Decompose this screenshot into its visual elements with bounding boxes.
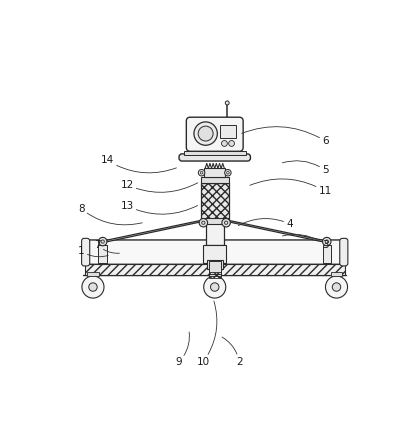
Bar: [203, 245, 226, 263]
Text: 11: 11: [250, 179, 332, 196]
Bar: [98, 245, 107, 263]
Circle shape: [222, 218, 230, 227]
Circle shape: [198, 170, 205, 176]
Circle shape: [82, 276, 104, 298]
Bar: [331, 272, 342, 276]
Text: 1: 1: [78, 246, 108, 257]
Circle shape: [323, 237, 331, 246]
Bar: [87, 272, 99, 276]
Bar: [184, 151, 246, 155]
Circle shape: [210, 283, 219, 291]
Circle shape: [222, 140, 228, 146]
Circle shape: [326, 276, 347, 298]
Bar: [85, 264, 345, 275]
Text: 4: 4: [238, 218, 293, 229]
Bar: [209, 272, 220, 276]
Bar: [206, 217, 224, 245]
Circle shape: [198, 126, 213, 141]
Circle shape: [332, 283, 341, 291]
Circle shape: [89, 283, 97, 291]
FancyBboxPatch shape: [85, 240, 344, 264]
FancyBboxPatch shape: [340, 238, 348, 266]
Bar: [207, 260, 223, 268]
Bar: [201, 177, 228, 183]
Polygon shape: [100, 221, 206, 241]
Circle shape: [199, 218, 207, 227]
Bar: [204, 168, 225, 177]
Polygon shape: [223, 221, 329, 241]
Bar: [323, 245, 331, 263]
FancyBboxPatch shape: [186, 117, 243, 152]
Text: 5: 5: [282, 161, 328, 175]
Text: 10: 10: [197, 301, 217, 367]
Text: 3: 3: [282, 234, 328, 250]
Text: 13: 13: [120, 201, 198, 214]
Circle shape: [229, 140, 235, 146]
Bar: [201, 218, 228, 224]
Bar: [209, 261, 220, 274]
Circle shape: [194, 122, 217, 145]
Circle shape: [98, 237, 107, 246]
Text: 14: 14: [101, 155, 176, 173]
Text: 12: 12: [120, 180, 198, 192]
Bar: [220, 125, 236, 138]
Bar: [209, 272, 220, 278]
Circle shape: [225, 101, 229, 105]
Text: 7: 7: [95, 240, 119, 253]
Text: 6: 6: [242, 127, 328, 146]
Circle shape: [225, 170, 231, 176]
FancyBboxPatch shape: [179, 154, 251, 161]
Circle shape: [204, 276, 226, 298]
Text: 2: 2: [222, 337, 243, 367]
Text: 9: 9: [176, 332, 189, 367]
Text: 8: 8: [78, 204, 142, 225]
FancyBboxPatch shape: [82, 238, 90, 266]
Bar: [201, 183, 228, 219]
